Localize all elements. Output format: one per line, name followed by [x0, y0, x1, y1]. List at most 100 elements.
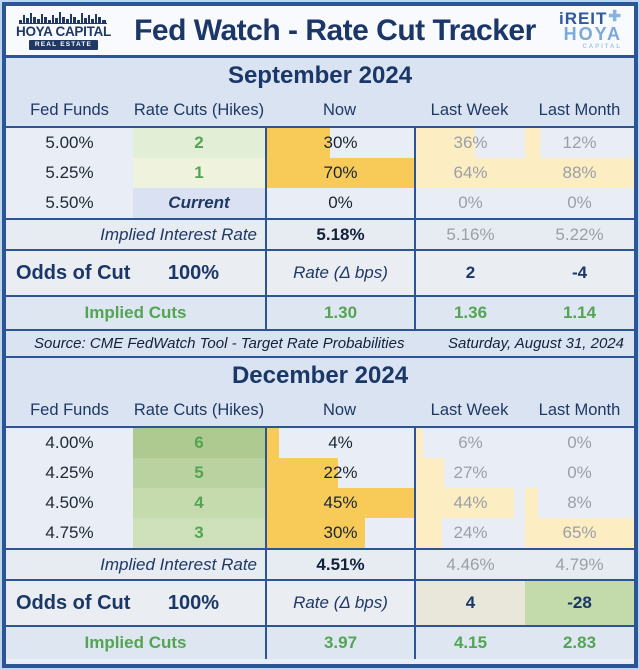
implied-interest-rate-label: Implied Interest Rate	[100, 554, 257, 574]
implied-interest-rate-label: Implied Interest Rate	[100, 224, 257, 244]
odds-of-cut-cell: Odds of Cut 100%	[6, 581, 265, 625]
real-estate-tag: REAL ESTATE	[28, 40, 99, 50]
odds-of-cut-label: Odds of Cut	[16, 261, 131, 284]
date-text: Saturday, August 31, 2024	[448, 335, 624, 352]
rate-delta-last-week: 2	[414, 251, 525, 295]
data-bar	[525, 158, 634, 188]
data-bar	[525, 518, 634, 548]
data-bar	[416, 488, 515, 518]
last-month-cell: 12%	[525, 128, 634, 158]
implied-rate-now: 4.51%	[265, 550, 414, 579]
implied-cuts-label: Implied Cuts	[84, 633, 187, 652]
rate-delta-label: Rate (Δ bps)	[265, 251, 414, 295]
data-bar	[267, 458, 338, 488]
implied-cuts-now: 1.30	[265, 297, 414, 329]
hoya-wordmark: HOYA	[563, 24, 622, 45]
implied-interest-rate-row: Implied Interest Rate 5.18% 5.16% 5.22%	[6, 220, 634, 251]
now-cell: 4%	[265, 428, 414, 458]
data-bar	[267, 128, 331, 158]
col-header-last-week: Last Week	[430, 100, 509, 119]
rate-cuts-value: 6	[133, 428, 265, 458]
current-rate-label: Current	[133, 188, 265, 218]
hoya-capital-logo: HOYA CAPITAL REAL ESTATE	[14, 11, 111, 50]
implied-cuts-last-week: 1.36	[414, 297, 525, 329]
data-bar	[525, 488, 539, 518]
col-header-fed-funds: Fed Funds	[30, 400, 109, 419]
now-cell: 22%	[265, 458, 414, 488]
data-bar	[267, 518, 366, 548]
fed-funds-value: 4.50%	[45, 493, 94, 512]
col-header-last-month: Last Month	[538, 100, 621, 119]
col-header-fed-funds: Fed Funds	[30, 100, 109, 119]
last-month-cell: 88%	[525, 158, 634, 188]
september-probability-rows: 5.00% 2 30% 36% 12% 5.25% 1 70% 64% 88% …	[6, 128, 634, 220]
odds-of-cut-value: 100%	[167, 261, 219, 284]
implied-cuts-row: Implied Cuts 3.97 4.15 2.83	[6, 627, 634, 659]
rate-cuts-value: 4	[133, 488, 265, 518]
section-header-september: September 2024 Fed Funds Rate Cuts (Hike…	[6, 58, 634, 128]
table-row: 4.25% 5 22% 27% 0%	[6, 458, 634, 488]
rate-cuts-value: 5	[133, 458, 265, 488]
implied-cuts-now: 3.97	[265, 627, 414, 659]
last-week-cell: 27%	[414, 458, 525, 488]
last-week-cell: 6%	[414, 428, 525, 458]
december-probability-rows: 4.00% 6 4% 6% 0% 4.25% 5 22% 27% 0% 4.50…	[6, 428, 634, 550]
odds-of-cut-row: Odds of Cut 100% Rate (Δ bps) 2 -4	[6, 251, 634, 297]
data-bar	[416, 128, 475, 158]
source-row: Source: CME FedWatch Tool - Target Rate …	[6, 331, 634, 358]
rate-delta-last-month: -28	[525, 581, 634, 625]
last-week-cell: 24%	[414, 518, 525, 548]
last-week-cell: 44%	[414, 488, 525, 518]
implied-cuts-row: Implied Cuts 1.30 1.36 1.14	[6, 297, 634, 331]
fed-funds-value: 5.50%	[45, 193, 94, 212]
col-header-rate-cuts: Rate Cuts (Hikes)	[133, 400, 265, 419]
last-week-cell: 64%	[414, 158, 525, 188]
now-cell: 0%	[265, 188, 414, 218]
header-band: HOYA CAPITAL REAL ESTATE Fed Watch - Rat…	[6, 6, 634, 58]
data-bar	[416, 428, 423, 458]
implied-rate-last-week: 5.16%	[414, 220, 525, 249]
ireit-hoya-logo: iREIT ✚ HOYA CAPITAL	[558, 7, 626, 51]
rate-delta-last-week: 4	[414, 581, 525, 625]
rate-delta-last-month: -4	[571, 263, 588, 282]
section-header-december: December 2024 Fed Funds Rate Cuts (Hikes…	[6, 358, 634, 428]
rate-cuts-value: 1	[133, 158, 265, 188]
fed-funds-value: 5.25%	[45, 163, 94, 182]
now-cell: 30%	[265, 518, 414, 548]
last-week-cell: 36%	[414, 128, 525, 158]
section-title: December 2024	[231, 362, 409, 389]
last-month-cell: 0%	[567, 433, 592, 452]
last-month-cell: 8%	[525, 488, 634, 518]
data-bar	[267, 158, 414, 188]
data-bar	[267, 488, 414, 518]
col-header-rate-cuts: Rate Cuts (Hikes)	[133, 100, 265, 119]
ireit-wordmark: iREIT ✚	[558, 7, 622, 28]
last-month-cell: 65%	[525, 518, 634, 548]
column-headers: Fed Funds Rate Cuts (Hikes) Now Last Wee…	[6, 394, 634, 426]
hoya-capital-wordmark: HOYA CAPITAL	[16, 24, 111, 40]
odds-of-cut-row: Odds of Cut 100% Rate (Δ bps) 4 -28	[6, 581, 634, 627]
implied-cuts-last-week: 4.15	[414, 627, 525, 659]
odds-of-cut-label: Odds of Cut	[16, 591, 131, 614]
implied-rate-now: 5.18%	[265, 220, 414, 249]
fed-funds-value: 5.00%	[45, 133, 94, 152]
section-title: September 2024	[227, 62, 413, 89]
table-row: 5.50% Current 0% 0% 0%	[6, 188, 634, 218]
rate-delta-label: Rate (Δ bps)	[265, 581, 414, 625]
implied-rate-last-month: 4.79%	[555, 554, 604, 574]
odds-of-cut-cell: Odds of Cut 100%	[6, 251, 265, 295]
implied-rate-last-month: 5.22%	[555, 224, 604, 244]
col-header-now: Now	[322, 100, 356, 119]
col-header-now: Now	[322, 400, 356, 419]
now-cell: 70%	[265, 158, 414, 188]
odds-of-cut-value: 100%	[167, 591, 219, 614]
implied-cuts-label: Implied Cuts	[84, 303, 187, 322]
implied-rate-last-week: 4.46%	[414, 550, 525, 579]
fed-funds-value: 4.25%	[45, 463, 94, 482]
implied-interest-rate-row: Implied Interest Rate 4.51% 4.46% 4.79%	[6, 550, 634, 581]
col-header-last-week: Last Week	[430, 400, 509, 419]
skyline-icon	[19, 12, 108, 25]
fed-funds-value: 4.00%	[45, 433, 94, 452]
last-week-cell: 0%	[414, 188, 525, 218]
